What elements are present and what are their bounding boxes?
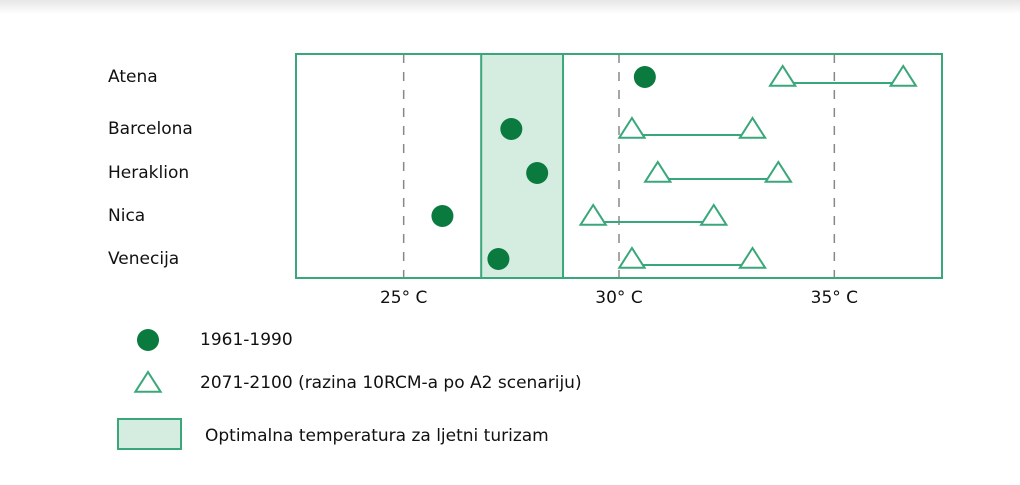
triangle-marker bbox=[738, 116, 767, 139]
x-tick-label: 35° C bbox=[811, 288, 858, 308]
legend-label: Optimalna temperatura za ljetni turizam bbox=[205, 426, 549, 446]
category-label: Atena bbox=[108, 67, 158, 87]
triangle-marker bbox=[888, 64, 918, 87]
dot-marker bbox=[500, 118, 523, 140]
triangle-marker bbox=[617, 116, 647, 139]
triangle-marker bbox=[699, 203, 729, 226]
legend-dot bbox=[137, 329, 159, 351]
triangle-marker bbox=[738, 246, 767, 269]
triangle-marker bbox=[763, 160, 793, 183]
triangle-marker bbox=[617, 246, 647, 269]
x-tick-label: 25° C bbox=[380, 288, 427, 308]
triangle-marker bbox=[578, 203, 608, 226]
triangle-marker bbox=[643, 160, 673, 183]
plot-frame bbox=[295, 53, 943, 279]
dot-marker bbox=[487, 248, 510, 270]
category-label: Heraklion bbox=[108, 163, 189, 183]
dot-marker bbox=[526, 162, 549, 184]
category-label: Nica bbox=[108, 206, 145, 226]
x-tick-label: 30° C bbox=[595, 288, 642, 308]
legend-label: 2071-2100 (razina 10RCM-a po A2 scenarij… bbox=[200, 373, 582, 393]
legend-band bbox=[117, 418, 182, 450]
optimal-band bbox=[480, 53, 565, 279]
triangle-marker bbox=[768, 64, 798, 87]
dot-marker bbox=[431, 205, 454, 227]
dot-marker bbox=[633, 66, 656, 88]
category-label: Barcelona bbox=[108, 119, 193, 139]
category-label: Venecija bbox=[108, 249, 179, 269]
legend-triangle bbox=[133, 370, 163, 393]
frame-shadow bbox=[0, 0, 1020, 14]
legend-label: 1961-1990 bbox=[200, 330, 293, 350]
